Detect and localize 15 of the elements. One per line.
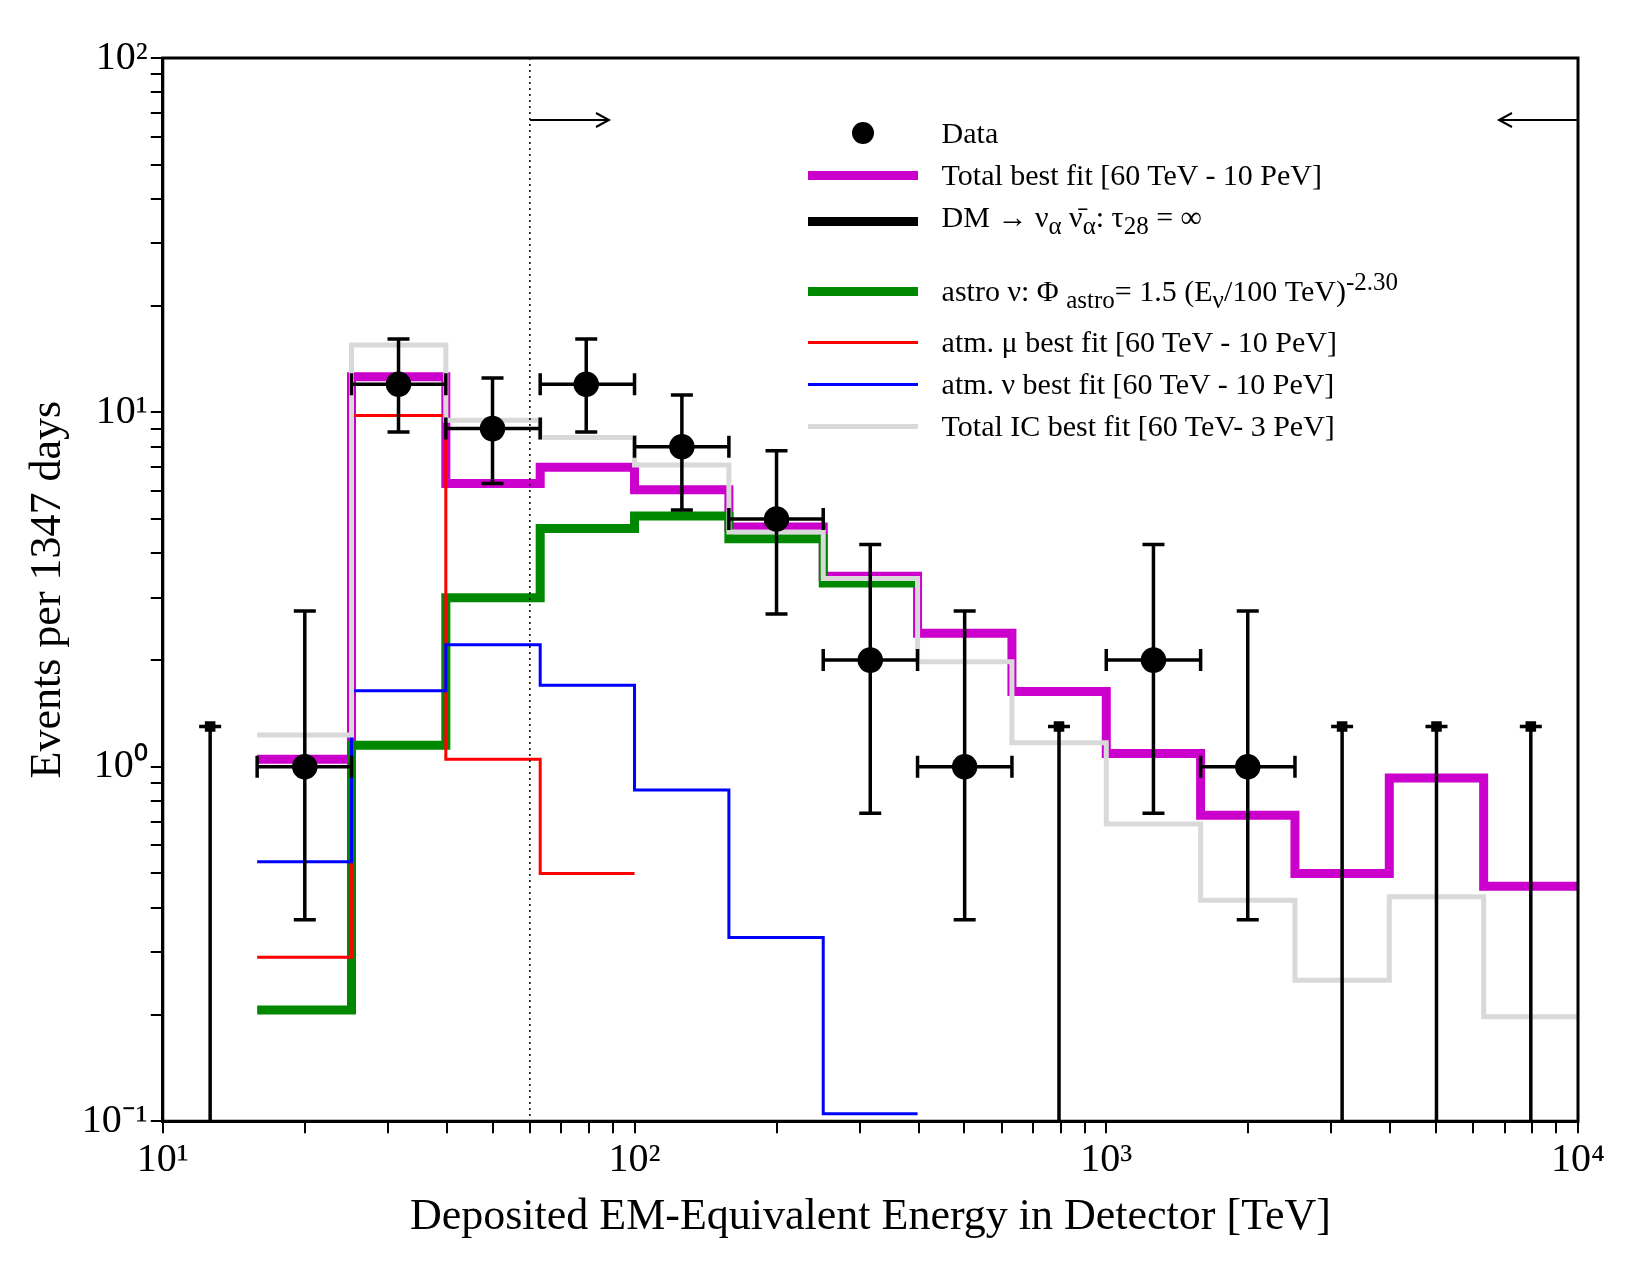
y-tick-label: 10²: [95, 32, 148, 78]
legend-label: Total best fit [60 TeV - 10 PeV]: [941, 157, 1323, 193]
y-tick-label: 10⁰: [93, 741, 148, 787]
y-tick-label: 10¹: [95, 386, 148, 432]
y-axis-title: Events per 1347 days: [20, 400, 70, 779]
legend-label: Data: [941, 115, 999, 151]
legend-label: Total IC best fit [60 TeV- 3 PeV]: [941, 408, 1335, 444]
x-tick-label: 10³: [1080, 1134, 1133, 1180]
legend-label: atm. μ best fit [60 TeV - 10 PeV]: [941, 324, 1337, 360]
legend-label: atm. ν best fit [60 TeV - 10 PeV]: [941, 366, 1335, 402]
x-tick-label: 10⁴: [1551, 1134, 1605, 1180]
x-tick-label: 10²: [608, 1134, 661, 1180]
legend-label: DM → ν$_{α}$ ν̄$_{α}$: τ$_{28}$ = ∞: [941, 199, 1202, 241]
x-axis-title: Deposited EM-Equivalent Energy in Detector [TeV]: [409, 1190, 1331, 1240]
legend-label: astro ν: Φ $_{astro}$= 1.5 (E$_{ν}$/100 TeV)$^{-2.30}$: [941, 267, 1398, 315]
